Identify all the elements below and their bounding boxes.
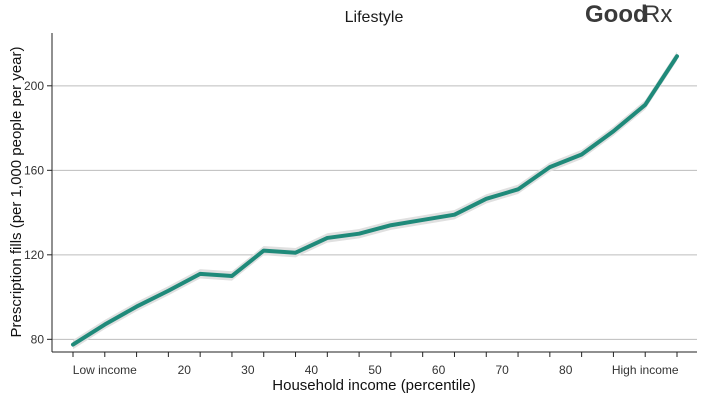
logo-text-rx: Rx bbox=[643, 1, 672, 28]
x-axis-title: Household income (percentile) bbox=[272, 377, 475, 394]
gridlines bbox=[52, 85, 697, 340]
y-tick-label-80: 80 bbox=[31, 332, 45, 346]
x-tick-label: 80 bbox=[559, 363, 573, 377]
y-tick-label-160: 160 bbox=[24, 163, 44, 177]
logo-text-good: Good bbox=[585, 1, 648, 28]
x-tick-label: 40 bbox=[305, 363, 319, 377]
chart-title: Lifestyle bbox=[345, 9, 404, 26]
x-tick-label: 60 bbox=[432, 363, 446, 377]
goodrx-logo: Good Rx bbox=[585, 1, 672, 28]
y-axis-title: Prescription fills (per 1,000 people per… bbox=[8, 47, 25, 338]
x-tick-label: Low income bbox=[73, 363, 137, 377]
y-tick-label-120: 120 bbox=[24, 248, 44, 262]
x-tick-label: 20 bbox=[178, 363, 192, 377]
x-tick-label: 70 bbox=[495, 363, 509, 377]
x-axis-ticks: Low income 20 30 40 50 60 70 80 High income bbox=[72, 352, 679, 377]
x-tick-label: 50 bbox=[368, 363, 382, 377]
y-axis-ticks: 80 120 160 200 bbox=[24, 79, 52, 346]
y-tick-label-200: 200 bbox=[24, 79, 44, 93]
confidence-band bbox=[73, 51, 677, 350]
x-tick-label: High income bbox=[612, 363, 679, 377]
data-line bbox=[71, 54, 679, 347]
x-tick-label: 30 bbox=[241, 363, 255, 377]
